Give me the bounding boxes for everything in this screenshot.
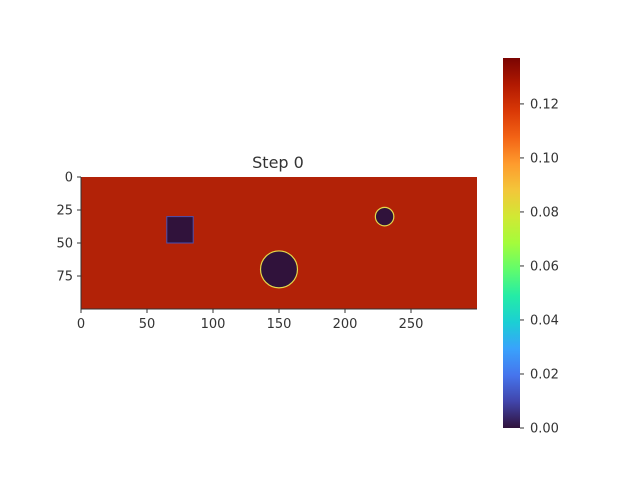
chart-title: Step 0 — [252, 153, 304, 172]
y-tick-label: 0 — [65, 171, 73, 186]
colorbar-tick-label: 0.00 — [530, 422, 559, 437]
colorbar-ticks: 0.00 0.02 0.04 0.06 0.08 0.10 0.12 — [520, 97, 559, 437]
colorbar-tick-label: 0.02 — [530, 367, 559, 382]
colorbar-tick-label: 0.06 — [530, 259, 559, 274]
x-tick-label: 50 — [139, 317, 156, 332]
obstacle-circle-3 — [374, 206, 395, 227]
colorbar-tick-label: 0.12 — [530, 97, 559, 112]
obstacle-square — [166, 216, 194, 244]
y-axis: 0 25 50 75 — [56, 171, 82, 309]
y-tick-label: 25 — [56, 204, 73, 219]
colorbar-tick-label: 0.10 — [530, 151, 559, 166]
x-tick-label: 100 — [201, 317, 226, 332]
heatmap-shapes — [166, 206, 395, 289]
heatmap-plot-area — [81, 177, 477, 309]
x-tick-label: 0 — [77, 317, 85, 332]
colorbar-tick-label: 0.08 — [530, 205, 559, 220]
x-axis: 0 50 100 150 200 250 — [77, 308, 477, 332]
x-tick-label: 250 — [399, 317, 424, 332]
colorbar-tick-label: 0.04 — [530, 313, 559, 328]
colorbar: 0.00 0.02 0.04 0.06 0.08 0.10 0.12 — [503, 58, 559, 437]
x-tick-label: 150 — [267, 317, 292, 332]
y-tick-label: 75 — [56, 270, 73, 285]
colorbar-gradient — [503, 58, 520, 428]
obstacle-circle-2 — [259, 250, 299, 289]
x-tick-label: 200 — [333, 317, 358, 332]
heatmap-background — [81, 177, 477, 309]
y-tick-label: 50 — [56, 237, 73, 252]
